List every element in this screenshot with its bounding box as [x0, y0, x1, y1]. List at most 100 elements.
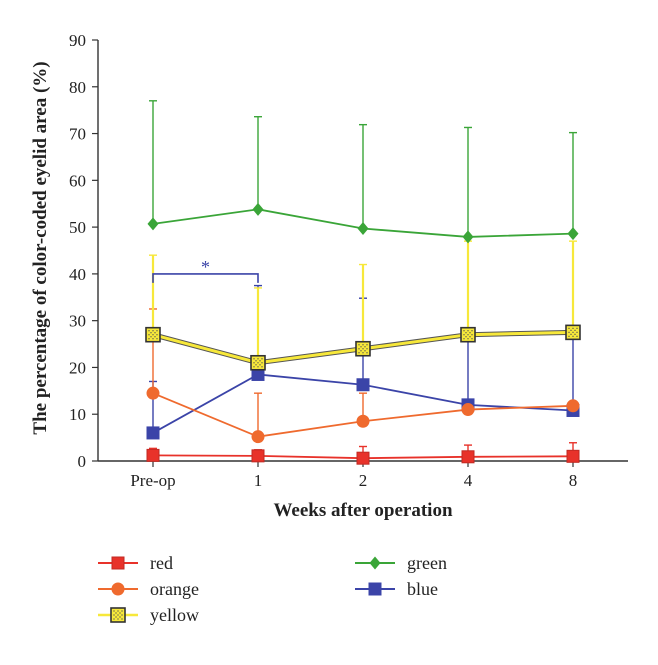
marker-dot [119, 612, 121, 614]
marker-dot [366, 352, 368, 354]
y-tick-label: 20 [69, 358, 86, 377]
marker-dot [471, 338, 473, 340]
legend-label: orange [150, 579, 199, 599]
marker-dot [463, 334, 465, 336]
marker-dot [467, 334, 469, 336]
series-markers [145, 202, 581, 465]
marker-dot [568, 335, 570, 337]
marker-dot [117, 618, 119, 620]
x-tick-label: 1 [254, 471, 263, 490]
significance-bracket [152, 273, 259, 283]
marker-dot [358, 352, 360, 354]
marker-dot [156, 330, 158, 332]
yellow-point [355, 340, 371, 357]
marker-dot [152, 330, 154, 332]
marker-dot [362, 344, 364, 346]
red-point [566, 449, 580, 463]
marker-dot [358, 344, 360, 346]
y-axis-title: The percentage of color-coded eyelid are… [30, 61, 51, 434]
marker-dot [121, 610, 123, 612]
marker-dot [117, 614, 119, 616]
significance-star: * [201, 257, 210, 277]
legend-swatch-marker [110, 607, 126, 623]
blue-point [356, 378, 370, 392]
yellow-point [250, 354, 266, 371]
marker-dot [115, 612, 117, 614]
x-tick-label: Pre-op [130, 471, 175, 490]
legend-swatch-marker [369, 556, 381, 570]
red-point [251, 449, 265, 463]
marker-dot [257, 366, 259, 368]
legend-item-green: green [355, 553, 447, 573]
y-tick-label: 80 [69, 78, 86, 97]
marker-dot [148, 338, 150, 340]
marker-dot [121, 618, 123, 620]
marker-dot [574, 329, 576, 331]
legend-item-blue: blue [355, 579, 438, 599]
marker-dot [469, 336, 471, 338]
marker-dot [360, 346, 362, 348]
y-tick-label: 40 [69, 265, 86, 284]
legend-label: yellow [150, 605, 199, 625]
y-tick-label: 30 [69, 312, 86, 331]
marker-dot [574, 333, 576, 335]
marker-dot [364, 346, 366, 348]
marker-dot [115, 616, 117, 618]
orange-point [356, 414, 370, 428]
axes: 0 10 20 30 40 50 60 70 80 90 Pre-op 1 2 4 8 [69, 31, 628, 490]
legend-item-orange: orange [98, 579, 199, 599]
x-tick-label: 4 [464, 471, 473, 490]
green-point [357, 222, 369, 236]
y-tick-label: 90 [69, 31, 86, 50]
marker-dot [572, 335, 574, 337]
y-tick-label: 0 [78, 452, 87, 471]
marker-dot [576, 335, 578, 337]
marker-dot [576, 331, 578, 333]
marker-dot [148, 334, 150, 336]
marker-dot [117, 610, 119, 612]
marker-dot [471, 334, 473, 336]
marker-dot [572, 327, 574, 329]
marker-dot [463, 330, 465, 332]
orange-point [251, 430, 265, 444]
legend-item-red: red [98, 553, 173, 573]
marker-dot [253, 358, 255, 360]
marker-dot [366, 344, 368, 346]
marker-dot [463, 338, 465, 340]
marker-dot [253, 366, 255, 368]
marker-dot [364, 350, 366, 352]
marker-dot [261, 358, 263, 360]
orange-point [566, 399, 580, 413]
marker-dot [150, 332, 152, 334]
marker-dot [255, 364, 257, 366]
marker-dot [467, 330, 469, 332]
x-tick-label: 8 [569, 471, 578, 490]
marker-dot [148, 330, 150, 332]
marker-dot [465, 336, 467, 338]
legend-label: red [150, 553, 173, 573]
marker-dot [469, 332, 471, 334]
marker-dot [156, 338, 158, 340]
significance-annotation: * [152, 257, 259, 283]
yellow-point [565, 324, 581, 341]
marker-dot [366, 348, 368, 350]
marker-dot [358, 348, 360, 350]
marker-dot [152, 334, 154, 336]
marker-dot [261, 366, 263, 368]
red-point [356, 451, 370, 465]
orange-point [146, 386, 160, 400]
red-point [146, 448, 160, 462]
yellow-point [460, 326, 476, 343]
green-point [147, 217, 159, 231]
green-point [252, 202, 264, 216]
x-axis-title: Weeks after operation [273, 500, 452, 521]
red-point [461, 450, 475, 464]
marker-dot [154, 336, 156, 338]
marker-dot [467, 338, 469, 340]
marker-dot [465, 332, 467, 334]
marker-dot [152, 338, 154, 340]
marker-dot [154, 332, 156, 334]
legend-label: blue [407, 579, 438, 599]
marker-dot [572, 331, 574, 333]
